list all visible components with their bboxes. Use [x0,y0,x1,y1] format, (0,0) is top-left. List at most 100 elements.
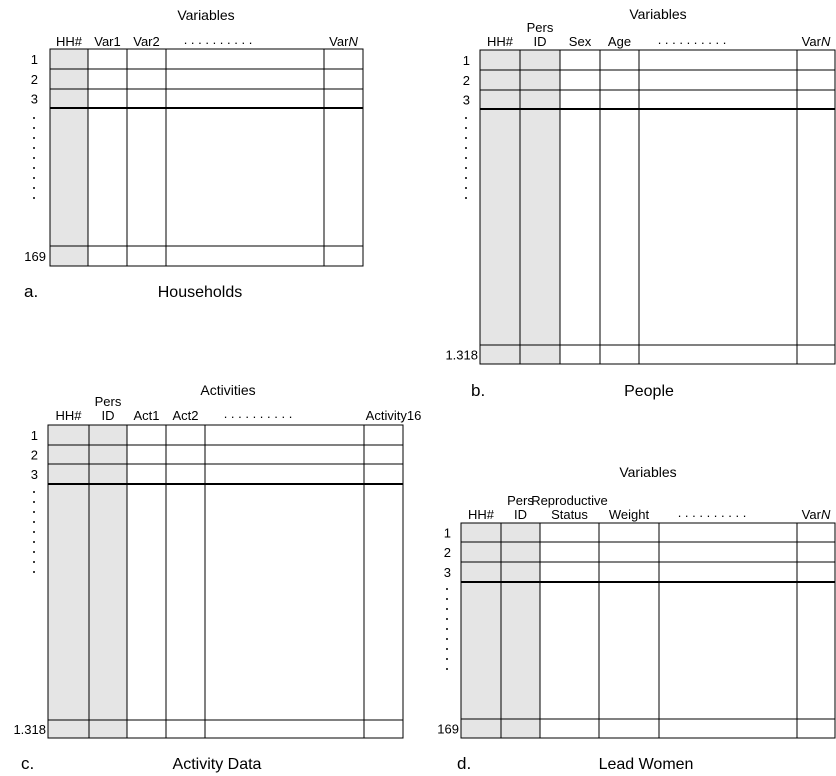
column-header: Var1 [94,34,121,49]
panel-letter: a. [24,282,38,301]
column-header: Act1 [133,408,159,423]
row-ellipsis-dot [446,638,448,640]
column-header-line2: Status [551,507,588,522]
row-ellipsis-dot [33,167,35,169]
row-number-last: 1.318 [445,348,478,363]
row-ellipsis-dot [446,648,448,650]
panel-letter: d. [457,754,471,773]
panel-caption: Lead Women [599,756,694,773]
row-ellipsis-dot [33,157,35,159]
row-ellipsis-dot [33,137,35,139]
row-ellipsis-dot [33,491,35,493]
header-ellipsis: . . . . . . . . . . [658,32,727,47]
row-ellipsis-dot [33,147,35,149]
row-number: 3 [31,467,38,482]
column-header-line1: Pers [95,394,122,409]
column-header: Var2 [133,34,160,49]
row-ellipsis-dot [446,668,448,670]
column-header: Activity16 [366,408,422,423]
column-header-line2: ID [102,408,115,423]
row-number: 1 [463,53,470,68]
column-header: VarN [329,34,358,49]
row-ellipsis-dot [446,628,448,630]
row-number-last: 169 [437,722,459,737]
panel-caption: Activity Data [173,756,262,773]
row-ellipsis-dot [33,521,35,523]
row-number: 2 [31,448,38,463]
header-ellipsis: . . . . . . . . . . [678,505,747,520]
row-ellipsis-dot [465,167,467,169]
row-ellipsis-dot [465,187,467,189]
row-ellipsis-dot [465,197,467,199]
column-header: Weight [609,507,650,522]
column-header: VarN [802,507,831,522]
key-column-shading [520,50,560,364]
row-ellipsis-dot [33,511,35,513]
row-ellipsis-dot [446,658,448,660]
row-ellipsis-dot [446,588,448,590]
row-number: 2 [463,73,470,88]
header-ellipsis: . . . . . . . . . . [184,32,253,47]
row-number-last: 1.318 [13,722,46,737]
row-number: 3 [463,93,470,108]
row-ellipsis-dot [33,501,35,503]
row-ellipsis-dot [465,127,467,129]
row-number: 3 [31,92,38,107]
row-ellipsis-dot [465,137,467,139]
panel-letter: c. [21,754,34,773]
row-ellipsis-dot [465,117,467,119]
key-column-shading [501,523,540,738]
panel-letter: b. [471,381,485,400]
row-ellipsis-dot [33,197,35,199]
row-ellipsis-dot [446,598,448,600]
column-header-line1: Reproductive [531,493,608,508]
key-column-shading [480,50,520,364]
table-frame [460,522,836,739]
row-ellipsis-dot [33,127,35,129]
column-header: HH# [487,34,514,49]
column-header: HH# [56,34,83,49]
row-number-last: 169 [24,249,46,264]
row-ellipsis-dot [33,561,35,563]
column-header: HH# [55,408,82,423]
panel-heading: Variables [177,7,234,23]
panel-caption: People [624,383,674,400]
column-header: VarN [802,34,831,49]
row-ellipsis-dot [446,608,448,610]
column-header: Act2 [172,408,198,423]
row-number: 2 [444,545,451,560]
panel-caption: Households [158,284,243,301]
row-number: 3 [444,565,451,580]
row-number: 1 [31,52,38,67]
row-ellipsis-dot [33,187,35,189]
row-ellipsis-dot [33,117,35,119]
panel-heading: Variables [619,464,676,480]
row-ellipsis-dot [446,618,448,620]
key-column-shading [48,425,89,738]
column-header: Sex [569,34,592,49]
table-frame [479,49,836,365]
row-ellipsis-dot [465,177,467,179]
column-header-line2: ID [534,34,547,49]
header-ellipsis: . . . . . . . . . . [224,406,293,421]
key-column-shading [50,49,88,266]
table-frame [47,424,404,739]
panel-heading: Variables [629,6,686,22]
row-ellipsis-dot [33,177,35,179]
column-header-line2: ID [514,507,527,522]
row-number: 1 [444,526,451,541]
key-column-shading [461,523,501,738]
row-ellipsis-dot [33,531,35,533]
row-ellipsis-dot [33,551,35,553]
column-header-line1: Pers [507,493,534,508]
table-frame [49,48,364,267]
row-number: 2 [31,72,38,87]
column-header: HH# [468,507,495,522]
key-column-shading [89,425,127,738]
column-header: Age [608,34,631,49]
row-ellipsis-dot [465,157,467,159]
column-header-line1: Pers [527,20,554,35]
row-ellipsis-dot [465,147,467,149]
row-number: 1 [31,428,38,443]
